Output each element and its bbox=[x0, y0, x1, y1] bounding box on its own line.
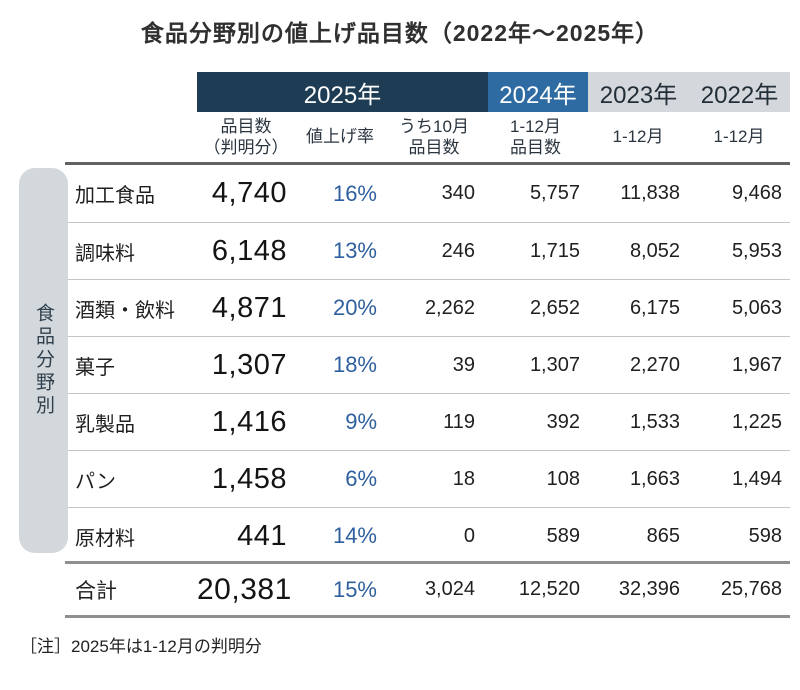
table-row: パン 1,458 6% 18 108 1,663 1,494 bbox=[65, 450, 790, 507]
value-cell: 11,838 bbox=[620, 182, 680, 204]
value-cell: 5,953 bbox=[731, 239, 782, 262]
value-cell: 340 bbox=[441, 182, 475, 204]
value-cell: 1,663 bbox=[629, 467, 680, 490]
chart-title: 食品分野別の値上げ品目数（2022年～2025年） bbox=[140, 20, 660, 46]
value-cell: 1,533 bbox=[629, 410, 680, 433]
year-band-2024: 2024年 bbox=[488, 72, 588, 112]
value-cell: 18 bbox=[452, 467, 475, 490]
value-cell: 589 bbox=[546, 524, 580, 547]
value-cell: 2,262 bbox=[424, 296, 475, 319]
category-cell: 調味料 bbox=[75, 242, 135, 265]
column-header-item-count: 品目数 （判明分） bbox=[203, 116, 289, 157]
value-cell: 246 bbox=[441, 239, 475, 262]
table-row: 調味料 6,148 13% 246 1,715 8,052 5,953 bbox=[65, 222, 790, 279]
value-cell: 1,307 bbox=[529, 353, 580, 376]
table-row: 菓子 1,307 18% 39 1,307 2,270 1,967 bbox=[65, 336, 790, 393]
value-cell: 108 bbox=[546, 467, 580, 490]
value-cell: 598 bbox=[748, 524, 782, 547]
value-cell: 1,715 bbox=[529, 239, 580, 262]
column-header-2023-range: 1-12月 bbox=[612, 127, 664, 147]
value-cell: 1,458 bbox=[211, 462, 287, 495]
value-cell: 865 bbox=[646, 524, 680, 547]
value-cell: 13% bbox=[332, 238, 377, 263]
total-label: 合計 bbox=[75, 579, 117, 603]
category-group-capsule: 食品分野別 bbox=[19, 168, 68, 553]
value-cell: 8,052 bbox=[629, 239, 680, 262]
value-cell: 6,148 bbox=[211, 234, 287, 267]
table-row: 乳製品 1,416 9% 119 392 1,533 1,225 bbox=[65, 393, 790, 450]
total-value-cell: 20,381 bbox=[197, 572, 292, 606]
value-cell: 9,468 bbox=[731, 182, 782, 204]
category-cell: 菓子 bbox=[75, 356, 115, 379]
column-header-increase-rate: 値上げ率 bbox=[306, 127, 374, 147]
total-value-cell: 3,024 bbox=[424, 578, 475, 600]
value-cell: 1,307 bbox=[211, 348, 287, 381]
value-cell: 441 bbox=[237, 519, 287, 552]
value-cell: 39 bbox=[452, 353, 475, 376]
value-cell: 1,225 bbox=[731, 410, 782, 433]
table-row: 酒類・飲料 4,871 20% 2,262 2,652 6,175 5,063 bbox=[65, 279, 790, 336]
value-cell: 1,416 bbox=[211, 405, 287, 438]
category-cell: 乳製品 bbox=[75, 413, 135, 436]
column-header-spacer bbox=[65, 112, 197, 162]
table-body: 加工食品 4,740 16% 340 5,757 11,838 9,468 調味… bbox=[65, 162, 790, 564]
category-cell: 原材料 bbox=[75, 527, 135, 550]
value-cell: 5,063 bbox=[731, 296, 782, 319]
value-cell: 119 bbox=[443, 410, 475, 433]
value-cell: 6,175 bbox=[629, 296, 680, 319]
year-band-previous: 2023年 2022年 bbox=[588, 72, 790, 112]
value-cell: 392 bbox=[546, 410, 580, 433]
year-band-2025: 2025年 bbox=[197, 72, 488, 112]
value-cell: 2,270 bbox=[629, 353, 680, 376]
total-value-cell: 15% bbox=[332, 576, 377, 602]
value-cell: 9% bbox=[345, 409, 377, 434]
value-cell: 0 bbox=[463, 524, 475, 547]
category-group-label: 食品分野別 bbox=[33, 303, 54, 418]
column-header-2024-count: 1-12月 品目数 bbox=[509, 116, 562, 157]
category-cell: 酒類・飲料 bbox=[75, 299, 175, 322]
total-value-cell: 12,520 bbox=[518, 578, 580, 600]
value-cell: 16% bbox=[332, 180, 377, 206]
year-band-2024-label: 2024年 bbox=[499, 81, 577, 109]
value-cell: 14% bbox=[332, 523, 377, 548]
year-band-2025-label: 2025年 bbox=[303, 81, 382, 109]
column-header-row: 品目数 （判明分） 値上げ率 うち10月 品目数 1-12月 品目数 1-12月… bbox=[65, 112, 790, 162]
value-cell: 6% bbox=[345, 466, 377, 491]
value-cell: 4,871 bbox=[211, 291, 287, 324]
value-cell: 18% bbox=[332, 352, 377, 377]
year-band-2022-label: 2022年 bbox=[700, 81, 779, 109]
total-value-cell: 25,768 bbox=[720, 578, 782, 600]
table-row: 加工食品 4,740 16% 340 5,757 11,838 9,468 bbox=[65, 165, 790, 222]
value-cell: 1,494 bbox=[731, 467, 782, 490]
total-row: 合計 20,381 15% 3,024 12,520 32,396 25,768 bbox=[65, 561, 790, 618]
column-header-2022-range: 1-12月 bbox=[713, 127, 765, 147]
total-value-cell: 32,396 bbox=[618, 578, 680, 600]
value-cell: 2,652 bbox=[529, 296, 580, 319]
footnote: ［注］2025年は1-12月の判明分 bbox=[20, 637, 262, 656]
column-header-october-count: うち10月 品目数 bbox=[399, 116, 469, 157]
value-cell: 20% bbox=[332, 295, 377, 320]
table-row: 原材料 441 14% 0 589 865 598 bbox=[65, 507, 790, 564]
value-cell: 4,740 bbox=[211, 177, 287, 209]
category-cell: 加工食品 bbox=[75, 185, 155, 207]
category-cell: パン bbox=[75, 470, 116, 493]
year-band-2023-label: 2023年 bbox=[599, 81, 678, 109]
value-cell: 5,757 bbox=[529, 182, 580, 204]
value-cell: 1,967 bbox=[731, 353, 782, 376]
